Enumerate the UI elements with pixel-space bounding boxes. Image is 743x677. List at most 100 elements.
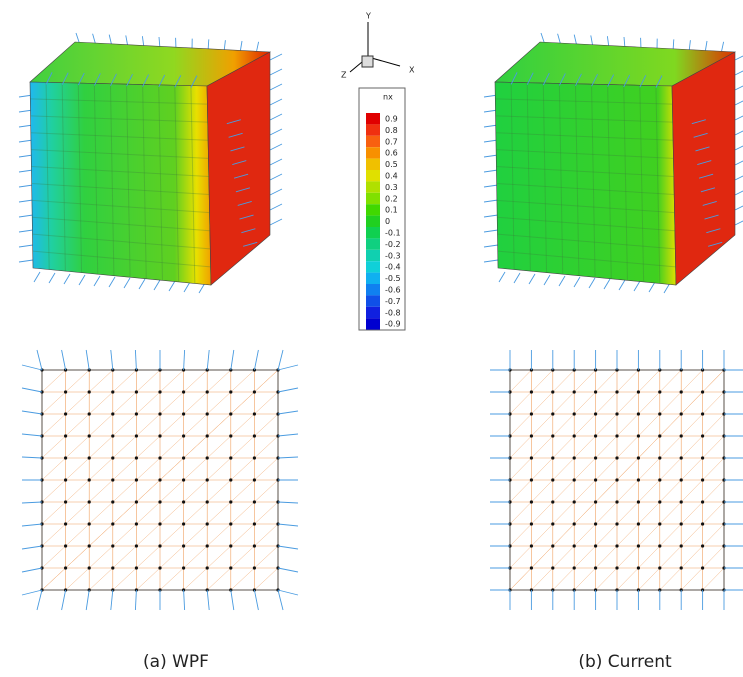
- legend-label: 0.7: [385, 137, 398, 146]
- node: [253, 412, 256, 415]
- node: [111, 500, 114, 503]
- normal-arrow: [79, 275, 85, 285]
- node: [253, 522, 256, 525]
- node: [573, 434, 576, 437]
- normal-arrow: [270, 204, 282, 210]
- node: [206, 456, 209, 459]
- node: [135, 500, 138, 503]
- normal-arrow: [735, 219, 743, 225]
- node: [206, 434, 209, 437]
- node: [615, 478, 618, 481]
- normal-arrow: [735, 129, 743, 135]
- node: [658, 478, 661, 481]
- legend-label: -0.2: [385, 240, 401, 249]
- x-label: X: [409, 66, 415, 75]
- legend-label: 0: [385, 217, 390, 226]
- legend-label: -0.4: [385, 263, 401, 272]
- node: [573, 566, 576, 569]
- normal-arrow: [270, 189, 282, 195]
- node: [594, 434, 597, 437]
- normal-arrow: [37, 590, 42, 610]
- normal-arrow: [735, 189, 743, 195]
- node: [551, 566, 554, 569]
- node: [615, 412, 618, 415]
- normal-arrow: [735, 99, 743, 105]
- node: [135, 544, 138, 547]
- node: [615, 566, 618, 569]
- node: [135, 434, 138, 437]
- node: [637, 390, 640, 393]
- normal-arrow: [270, 219, 282, 225]
- normal-arrow: [37, 350, 42, 370]
- node: [530, 566, 533, 569]
- node: [615, 500, 618, 503]
- node: [182, 478, 185, 481]
- node: [64, 456, 67, 459]
- normal-arrow: [735, 54, 743, 60]
- node: [637, 522, 640, 525]
- node: [135, 456, 138, 459]
- node: [135, 478, 138, 481]
- node: [594, 500, 597, 503]
- normal-arrow: [62, 350, 66, 370]
- normal-arrow: [270, 54, 282, 60]
- caption: (b) Current: [578, 652, 672, 672]
- legend-swatch: [366, 216, 380, 227]
- node: [551, 522, 554, 525]
- node: [229, 412, 232, 415]
- legend-swatch: [366, 318, 380, 329]
- node: [88, 478, 91, 481]
- normal-arrow: [735, 84, 743, 90]
- node: [573, 522, 576, 525]
- normal-arrow: [278, 546, 298, 549]
- node: [594, 544, 597, 547]
- mesh-diag: [510, 370, 617, 480]
- legend: nx 0.90.80.70.60.50.40.30.20.10-0.1-0.2-…: [359, 88, 405, 330]
- normal-arrow: [135, 590, 136, 610]
- mesh-diag: [617, 480, 724, 590]
- legend-swatch: [366, 284, 380, 295]
- legend-title: nx: [383, 93, 393, 102]
- node: [253, 456, 256, 459]
- normal-arrow: [94, 276, 100, 286]
- normal-arrow: [484, 215, 498, 217]
- node: [701, 566, 704, 569]
- mesh-diag: [703, 568, 724, 590]
- node: [637, 456, 640, 459]
- legend-swatch: [366, 261, 380, 272]
- legend-label: -0.9: [385, 320, 401, 329]
- node: [158, 434, 161, 437]
- normal-arrow: [154, 280, 160, 290]
- normal-arrow: [484, 200, 498, 202]
- figure: Y X Z nx 0.90.80.70.60.50.40.30.20.10-0.…: [0, 0, 743, 677]
- normal-arrow: [278, 568, 298, 572]
- normal-arrow: [559, 276, 565, 286]
- node: [658, 456, 661, 459]
- legend-label: -0.5: [385, 274, 401, 283]
- legend-swatch: [366, 147, 380, 158]
- node: [637, 544, 640, 547]
- node: [253, 434, 256, 437]
- normal-arrow: [484, 185, 498, 187]
- node: [680, 522, 683, 525]
- node: [158, 522, 161, 525]
- normal-arrow: [484, 230, 498, 232]
- normal-arrow: [484, 170, 498, 172]
- node: [88, 566, 91, 569]
- normal-arrow: [270, 129, 282, 135]
- node: [64, 522, 67, 525]
- normal-arrow: [735, 114, 743, 120]
- normal-arrow: [22, 434, 42, 436]
- mesh-diag: [510, 370, 574, 436]
- node: [111, 390, 114, 393]
- normal-arrow: [22, 411, 42, 414]
- node: [658, 434, 661, 437]
- normal-arrow: [278, 590, 283, 610]
- node: [229, 566, 232, 569]
- mesh-diag: [207, 524, 278, 590]
- normal-arrow: [735, 204, 743, 210]
- mesh-diag: [42, 370, 207, 524]
- normal-arrow: [19, 245, 33, 247]
- normal-arrow: [207, 590, 209, 610]
- mesh-diag: [42, 370, 254, 568]
